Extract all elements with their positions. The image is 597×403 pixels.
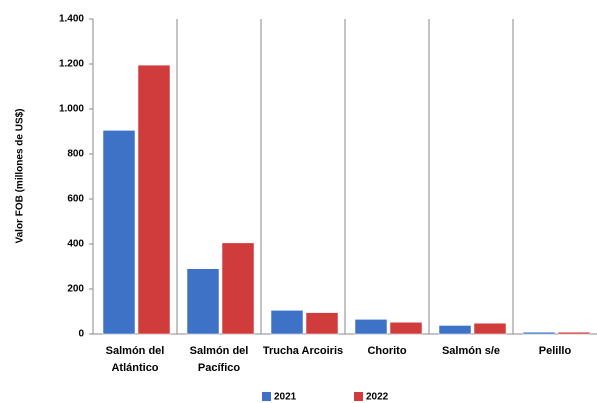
y-tick-label: 200 (67, 284, 84, 295)
bar (186, 268, 220, 335)
y-tick-label: 400 (67, 239, 84, 250)
legend-label: 2021 (274, 392, 297, 403)
bar (221, 242, 255, 335)
y-tick-label: 600 (67, 194, 84, 205)
bar (137, 64, 171, 335)
x-tick-label: Salmón del Atlántico (105, 345, 165, 374)
x-tick-label: Salmón s/e (441, 345, 501, 357)
y-tick-label: 800 (67, 149, 84, 160)
bar (354, 319, 388, 335)
legend-label: 2022 (366, 392, 389, 403)
x-tick-label: Chorito (367, 345, 407, 357)
bar (102, 130, 136, 335)
bar (473, 322, 507, 335)
bar (270, 310, 304, 335)
legend-swatch (354, 392, 363, 401)
x-tick-label: Salmón del Pacífico (189, 345, 249, 374)
bar (305, 312, 339, 335)
y-tick-label: 1.000 (59, 104, 84, 115)
x-tick-label: Pelillo (538, 345, 572, 357)
x-tick-label: Trucha Arcoiris (262, 345, 344, 357)
y-tick-label: 0 (78, 329, 84, 340)
y-axis-label: Valor FOB (millones de US$) (15, 108, 26, 243)
bar (522, 331, 556, 335)
bar (389, 322, 423, 335)
y-tick-label: 1.400 (59, 14, 84, 25)
bar (557, 331, 591, 335)
y-tick-label: 1.200 (59, 59, 84, 70)
legend-swatch (262, 392, 271, 401)
bar (438, 325, 472, 335)
